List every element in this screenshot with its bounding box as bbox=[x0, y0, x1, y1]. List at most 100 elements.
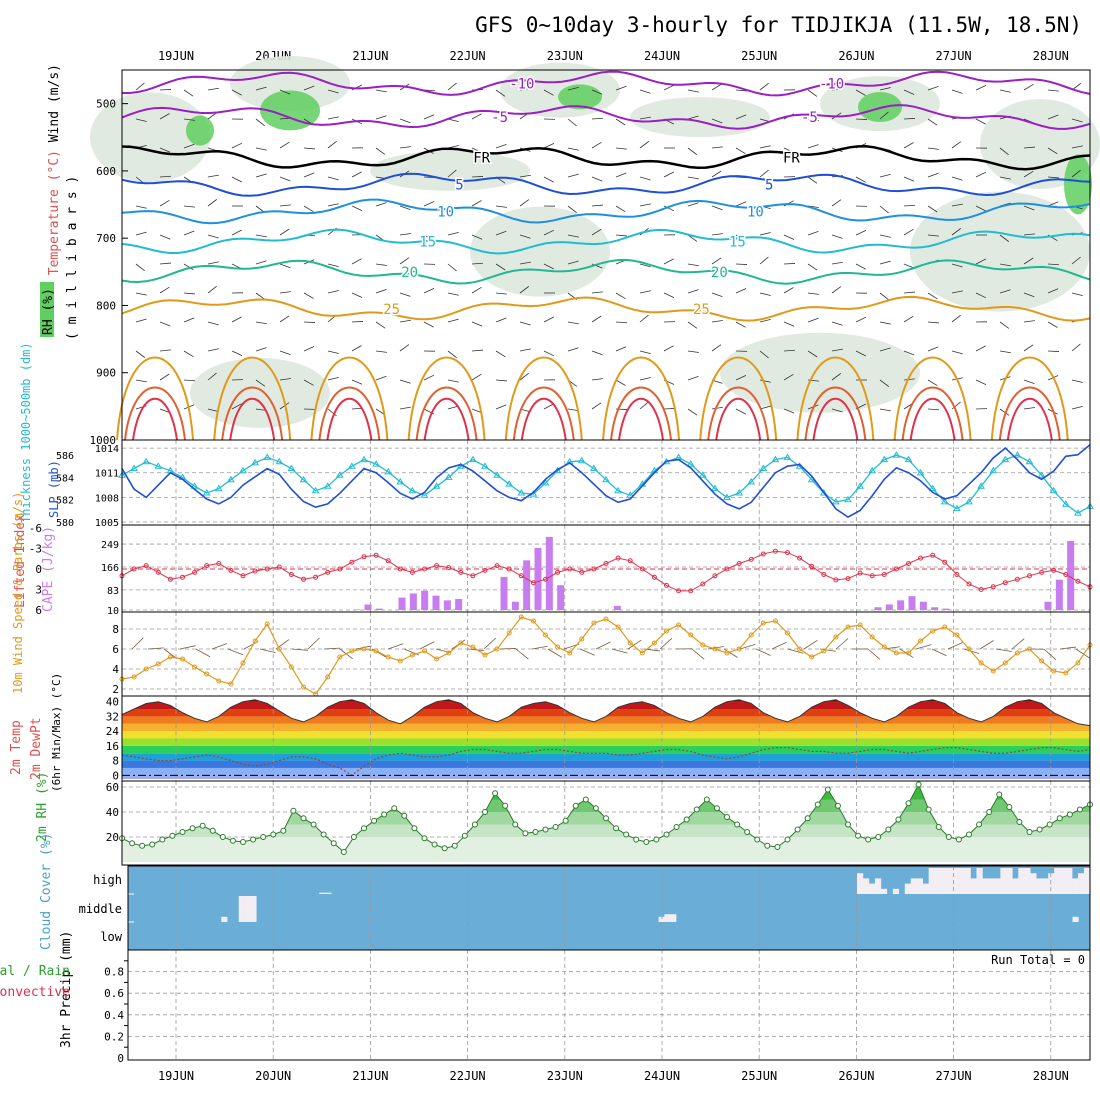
wind-barb bbox=[639, 203, 651, 207]
cloud-bar bbox=[1024, 868, 1031, 894]
li-tick-label: 3 bbox=[35, 584, 42, 597]
wind-barb bbox=[231, 142, 243, 149]
rh-point bbox=[905, 800, 912, 807]
thickness-point bbox=[1013, 451, 1022, 458]
cloud-bar bbox=[928, 868, 935, 894]
wind-barb bbox=[255, 321, 267, 325]
rh-point bbox=[754, 836, 761, 843]
wind-barb bbox=[783, 287, 794, 294]
wind-barb bbox=[1047, 263, 1060, 266]
precip-label: 3hr Precip (mm) bbox=[59, 931, 74, 1048]
rh-point bbox=[875, 834, 882, 840]
wind-barb bbox=[135, 231, 147, 236]
wind-barb bbox=[711, 83, 722, 91]
wind-barb bbox=[639, 401, 649, 410]
wind-barb bbox=[615, 118, 626, 126]
isotherm-25 bbox=[121, 295, 1091, 322]
rh-point bbox=[260, 834, 267, 840]
rh-point bbox=[492, 790, 499, 797]
rh-point bbox=[502, 802, 509, 809]
wind-barb bbox=[807, 317, 819, 323]
wind-barb bbox=[519, 234, 531, 239]
wind-barb bbox=[447, 118, 459, 123]
wind-barb bbox=[447, 350, 457, 359]
li-point bbox=[252, 568, 258, 574]
boundary-layer-isotherm bbox=[610, 386, 672, 441]
wind-barb bbox=[159, 147, 171, 153]
wind-barb bbox=[279, 315, 290, 323]
wind-speed-point bbox=[204, 671, 210, 677]
rh-point bbox=[522, 830, 529, 837]
wind-barb bbox=[231, 350, 243, 357]
wind-barb bbox=[951, 290, 963, 294]
rh-point bbox=[744, 829, 751, 835]
bottom-date-label: 26JUN bbox=[838, 1069, 874, 1083]
rh-point bbox=[693, 806, 700, 813]
li-point bbox=[1039, 569, 1045, 575]
wind-barb bbox=[279, 204, 291, 207]
rh-point bbox=[330, 840, 337, 847]
boundary-layer-isotherm bbox=[909, 397, 956, 441]
boundary-layer-isotherm bbox=[901, 386, 964, 441]
wind-barb bbox=[399, 379, 411, 384]
temp-band bbox=[122, 709, 1090, 717]
thickness-point bbox=[384, 467, 393, 475]
wind-speed-point bbox=[664, 628, 669, 634]
wind-barb bbox=[591, 402, 602, 410]
wind-speed-point bbox=[325, 674, 331, 680]
wind-barb bbox=[1047, 147, 1058, 155]
boundary-layer-isotherm bbox=[318, 386, 381, 441]
wind-barb bbox=[1023, 146, 1035, 149]
cloud-bar bbox=[1060, 868, 1067, 894]
cloud-label: Cloud Cover (%) bbox=[39, 833, 54, 950]
surface-wind-barb bbox=[515, 648, 529, 660]
cloud-bar bbox=[874, 878, 882, 894]
wind-barb bbox=[879, 111, 889, 120]
precip-tick-label: 0.8 bbox=[104, 966, 124, 979]
li-point bbox=[688, 588, 694, 594]
rh-point bbox=[169, 832, 176, 839]
li-point bbox=[288, 572, 294, 577]
precip-tick-label: 0.4 bbox=[104, 1009, 124, 1022]
wind-speed-point bbox=[288, 664, 294, 670]
boundary-layer-isotherm bbox=[415, 386, 478, 441]
wind-barb bbox=[759, 379, 771, 383]
slp-tick-label: 1011 bbox=[95, 469, 119, 480]
wind-barb bbox=[207, 234, 219, 239]
wind-barb bbox=[999, 321, 1010, 329]
thickness-tick-label: 580 bbox=[56, 518, 74, 529]
rh-point bbox=[300, 815, 307, 822]
wind-barb bbox=[279, 291, 291, 294]
thickness-point bbox=[469, 455, 477, 463]
surface-wind-barb bbox=[259, 648, 276, 653]
isotherm-label: 25 bbox=[383, 302, 400, 318]
bottom-date-label: 24JUN bbox=[644, 1069, 680, 1083]
wind-barb bbox=[975, 118, 986, 125]
wind-barb bbox=[879, 173, 891, 178]
wind-barb bbox=[591, 350, 603, 356]
wind-barb bbox=[591, 378, 603, 381]
wind-barb bbox=[927, 172, 939, 178]
precip-tick-label: 0.2 bbox=[104, 1030, 124, 1043]
cape-bar bbox=[455, 598, 463, 610]
surface-wind-barb bbox=[163, 648, 178, 659]
wind-barb bbox=[135, 292, 147, 296]
wind-barb bbox=[903, 176, 915, 182]
wind-barb bbox=[735, 374, 747, 381]
wind-barb bbox=[159, 89, 172, 91]
rh2m-label: 2m RH (%) bbox=[35, 772, 50, 842]
wind-barb bbox=[951, 263, 963, 268]
wind-barb bbox=[183, 263, 194, 271]
wind-barb bbox=[951, 89, 963, 94]
wind-barb bbox=[135, 318, 147, 323]
thickness-point bbox=[626, 491, 635, 498]
thickness-point bbox=[287, 464, 296, 471]
wind-barb bbox=[927, 118, 938, 126]
wind-speed-point bbox=[361, 646, 367, 652]
wind-speed-point bbox=[446, 650, 452, 656]
surface-wind-barb bbox=[387, 643, 404, 650]
temp-tick-label: 16 bbox=[106, 740, 119, 753]
li-point bbox=[736, 561, 742, 566]
cloud-bar bbox=[1012, 878, 1019, 894]
cloud-bar bbox=[1006, 868, 1013, 894]
